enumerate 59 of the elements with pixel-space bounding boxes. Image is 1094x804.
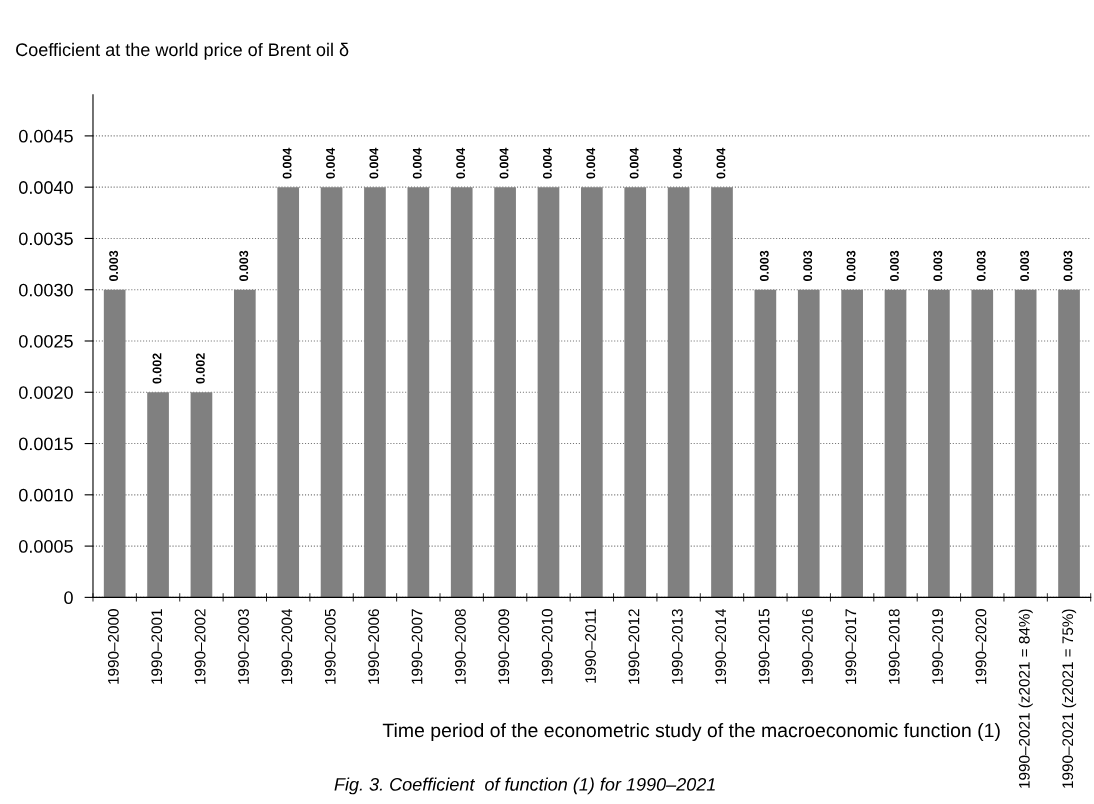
data-label: 0.003 bbox=[109, 250, 119, 282]
x-tick-label: 1990–2003 bbox=[238, 609, 249, 684]
caption: Fig. 3. Coefficient of function (1) for 1990–2021 bbox=[334, 777, 715, 795]
data-label: 0.003 bbox=[1020, 250, 1030, 282]
y-tick-label: 0.0010 bbox=[19, 488, 73, 502]
x-tick-label: 1990–2021 (z2021 = 75%) bbox=[1061, 609, 1077, 788]
data-label: 0.004 bbox=[412, 147, 422, 179]
data-label: 0.004 bbox=[499, 147, 509, 179]
data-label: 0.003 bbox=[239, 250, 249, 282]
data-label: 0.003 bbox=[890, 250, 899, 282]
data-label: 0.004 bbox=[326, 147, 335, 179]
x-tick-label: 1990–2011 bbox=[585, 609, 596, 683]
data-label: 0.004 bbox=[369, 147, 379, 179]
x-tick-label: 1990–2010 bbox=[541, 609, 553, 684]
data-label: 0.003 bbox=[976, 250, 986, 282]
data-label: 0.004 bbox=[542, 147, 552, 179]
x-tick-label: 1990–2012 bbox=[628, 609, 640, 684]
data-label: 0.003 bbox=[1063, 250, 1073, 282]
y-tick-label: 0.0020 bbox=[19, 386, 73, 399]
x-tick-label: 1990–2018 bbox=[888, 609, 900, 684]
x-tick-label: 1990–2007 bbox=[411, 609, 423, 684]
data-label: 0.004 bbox=[716, 147, 726, 179]
x-tick-label: 1990–2008 bbox=[455, 609, 466, 684]
y-tick-label: 0.0030 bbox=[19, 283, 73, 297]
data-label: 0.002 bbox=[195, 353, 205, 384]
y-tick-label: 0 bbox=[64, 591, 73, 605]
data-label: 0.003 bbox=[933, 250, 943, 282]
x-tick-label: 1990–2016 bbox=[802, 609, 813, 684]
x-tick-label: 1990–2019 bbox=[932, 609, 943, 684]
x-tick-label: 1990–2001 bbox=[151, 609, 163, 684]
y-tick-label: 0.0025 bbox=[19, 334, 73, 348]
x-tick-label: 1990–2017 bbox=[845, 609, 857, 684]
x-tick-label: 1990–2015 bbox=[758, 609, 770, 684]
y-tick-label: 0.0035 bbox=[19, 232, 73, 246]
y-axis-title: Coefficient at the world price of Brent oil δ bbox=[16, 42, 349, 60]
data-label: 0.004 bbox=[586, 147, 596, 179]
data-label: 0.004 bbox=[673, 147, 682, 179]
x-tick-label: 1990–2000 bbox=[107, 609, 119, 684]
x-tick-label: 1990–2020 bbox=[975, 609, 987, 684]
x-tick-label: 1990–2014 bbox=[715, 608, 727, 684]
x-tick-label: 1990–2013 bbox=[671, 609, 683, 684]
y-tick-label: 0.0015 bbox=[19, 437, 73, 451]
data-label: 0.004 bbox=[629, 147, 639, 179]
data-label: 0.004 bbox=[456, 147, 466, 179]
x-tick-label: 1990–2009 bbox=[498, 609, 510, 684]
y-tick-label: 0.0005 bbox=[19, 540, 73, 553]
data-label: 0.004 bbox=[282, 147, 292, 179]
data-label: 0.003 bbox=[759, 250, 769, 282]
x-tick-label: 1990–2002 bbox=[194, 609, 206, 684]
data-label: 0.003 bbox=[846, 250, 856, 282]
x-tick-label: 1990–2005 bbox=[324, 609, 336, 684]
x-tick-label: 1990–2004 bbox=[281, 608, 293, 684]
x-axis-title: Time period of the econometric study of the macroeconomic function (1) bbox=[382, 723, 1000, 742]
y-tick-label: 0.0040 bbox=[19, 181, 73, 194]
data-label: 0.003 bbox=[803, 250, 813, 282]
x-tick-label: 1990–2021 (z2021 = 84%) bbox=[1018, 609, 1033, 788]
data-label: 0.002 bbox=[152, 353, 162, 384]
y-tick-label: 0.0045 bbox=[19, 129, 73, 143]
x-tick-label: 1990–2006 bbox=[368, 609, 380, 684]
